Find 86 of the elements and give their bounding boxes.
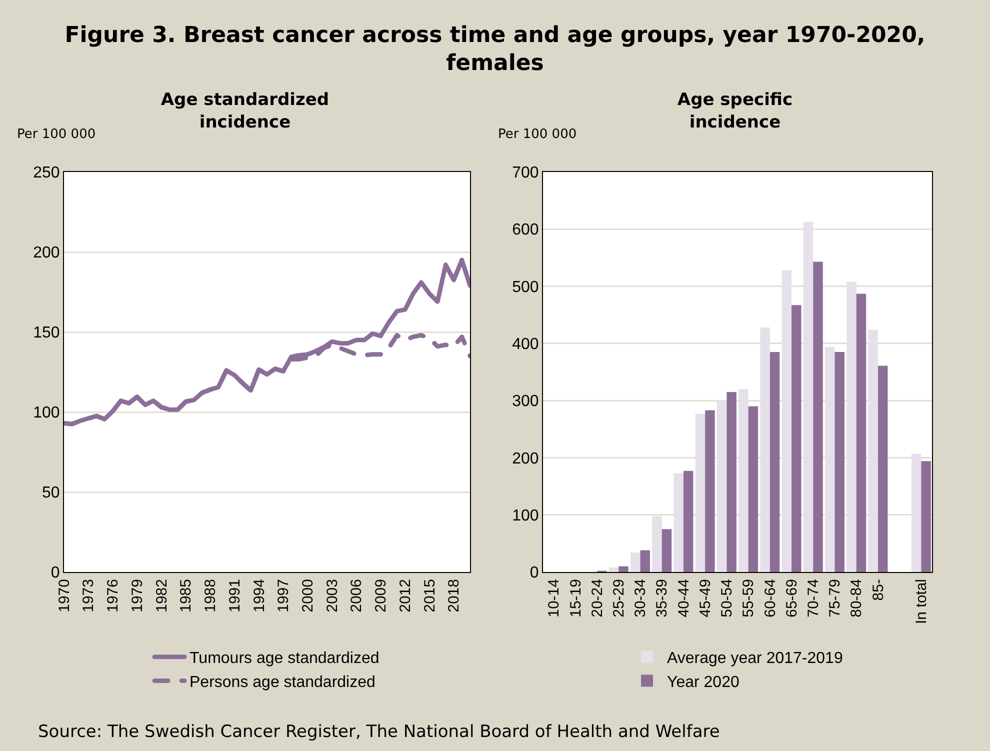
x-tick-label: 30-34 [632, 579, 650, 618]
x-tick-label: 1988 [202, 579, 220, 612]
x-tick-label: 25-29 [610, 579, 628, 618]
bar [608, 567, 619, 572]
bar [726, 392, 736, 572]
x-tick-label: 80-84 [848, 579, 866, 618]
y-tick-label: 250 [33, 164, 60, 182]
bar [748, 406, 758, 572]
bar [846, 282, 856, 572]
bar [652, 516, 662, 572]
bar [760, 327, 770, 572]
x-tick-label: 35-39 [654, 579, 671, 618]
bar [705, 410, 715, 572]
y-tick-label: 500 [512, 278, 539, 296]
bar [782, 270, 792, 572]
x-tick-label: 1973 [80, 579, 98, 612]
y-tick-label: 50 [42, 484, 60, 502]
bar [813, 262, 823, 572]
x-tick-label: 40-44 [675, 579, 692, 618]
bar [695, 414, 706, 572]
bar [911, 454, 922, 572]
bar [921, 461, 931, 572]
legend-label: Persons age standardized [190, 674, 376, 691]
x-tick-label: 70-74 [805, 579, 822, 618]
x-tick-label: 2015 [421, 579, 438, 612]
bar [878, 366, 888, 572]
x-tick-label: 2006 [348, 579, 366, 612]
x-tick-label: 2018 [446, 579, 463, 612]
x-tick-label: 1982 [153, 579, 170, 612]
x-tick-label: 1979 [128, 579, 146, 612]
y-axis-title: Per 100 000 [498, 127, 577, 142]
y-axis-title: Per 100 000 [17, 127, 96, 142]
y-tick-label: 0 [530, 564, 539, 582]
x-tick-label: 75-79 [826, 579, 844, 618]
bar [683, 470, 694, 572]
bar [618, 566, 628, 572]
x-tick-label: 20-24 [588, 579, 606, 618]
bar [856, 294, 866, 572]
y-tick-label: 300 [512, 393, 539, 410]
bar [738, 389, 748, 572]
x-tick-label: 85- [870, 579, 887, 601]
bar [825, 346, 835, 572]
bar [868, 330, 878, 572]
chart-title: Figure 3. Breast cancer across time and age groups, year 1970-2020, females [64, 22, 926, 78]
y-tick-label: 0 [50, 564, 60, 582]
x-tick-label: 50-54 [718, 579, 736, 618]
bar [834, 352, 844, 572]
chart-title: Age specific incidence [677, 90, 793, 132]
x-tick-label: 2003 [324, 579, 341, 612]
source-note: Source: The Swedish Cancer Register, The National Board of Health and Welfare [38, 722, 720, 742]
bar [770, 352, 780, 572]
y-tick-label: 200 [512, 450, 539, 468]
x-tick-label: 2012 [396, 579, 414, 612]
x-tick-label: 55-59 [740, 579, 758, 618]
x-tick-label: 60-64 [762, 579, 779, 618]
x-tick-label: 1985 [178, 579, 195, 612]
x-tick-label: 1976 [104, 579, 122, 612]
y-tick-label: 150 [33, 324, 60, 342]
legend-label: Average year 2017-2019 [667, 650, 843, 668]
y-tick-label: 100 [512, 507, 539, 524]
x-tick-label: 1970 [56, 579, 73, 612]
y-tick-label: 100 [33, 404, 60, 422]
bar [716, 400, 727, 572]
x-tick-label: 45-49 [696, 579, 714, 618]
y-tick-label: 600 [512, 222, 539, 239]
bar [674, 473, 684, 572]
x-tick-label: In total [913, 579, 930, 624]
x-tick-label: 1994 [250, 579, 268, 612]
legend-label: Year 2020 [667, 674, 740, 691]
bar [630, 552, 640, 572]
y-tick-label: 400 [512, 336, 539, 354]
y-tick-label: 700 [512, 164, 539, 182]
x-tick-label: 10-14 [546, 579, 563, 618]
bar [792, 305, 802, 572]
x-tick-label: 2000 [299, 579, 316, 612]
x-tick-label: 1997 [275, 579, 292, 612]
bar [803, 222, 814, 572]
x-tick-label: 2009 [372, 579, 390, 612]
bar [640, 550, 650, 572]
x-tick-label: 1991 [226, 579, 244, 612]
chart-subtitle: Age standardized incidence [160, 90, 330, 132]
x-tick-label: 65-69 [783, 579, 800, 618]
bar [662, 529, 672, 572]
legend-label: Tumours age standardized [190, 650, 380, 668]
y-tick-label: 200 [33, 244, 60, 262]
x-tick-label: 15-19 [567, 579, 584, 618]
